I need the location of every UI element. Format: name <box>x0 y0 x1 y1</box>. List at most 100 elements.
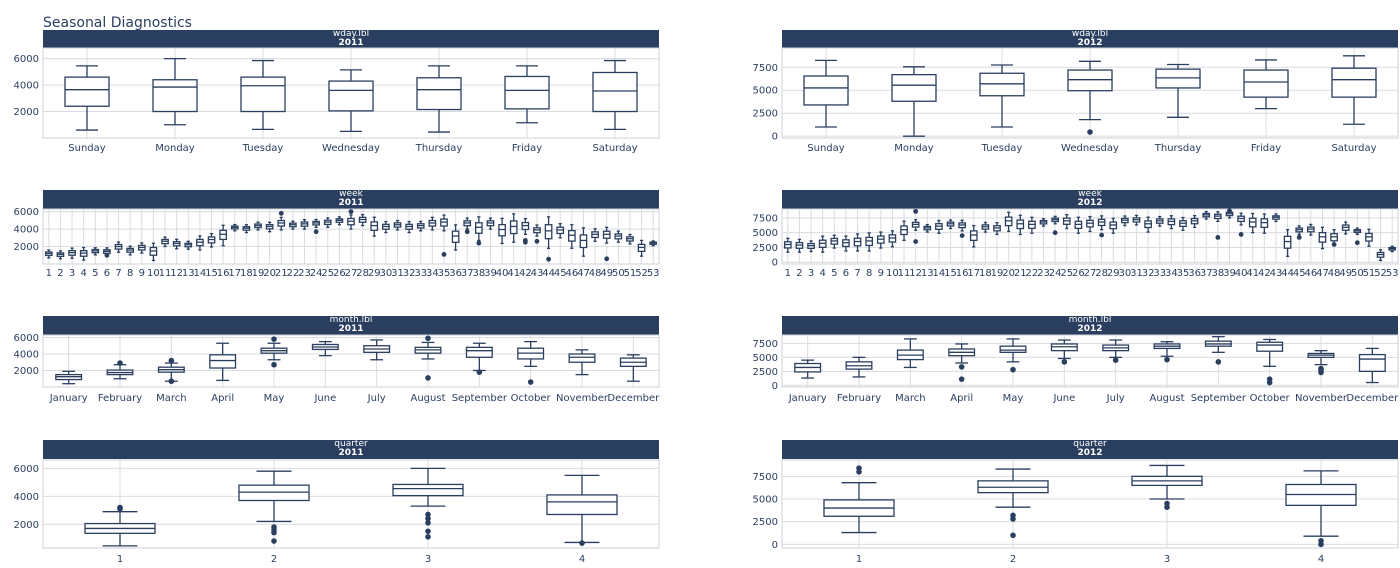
y-tick-label: 2500 <box>753 109 778 120</box>
outlier-point <box>1164 356 1170 363</box>
box-iqr <box>465 346 493 358</box>
box-53 <box>1388 245 1397 253</box>
x-tick-label: Monday <box>894 143 934 154</box>
box-iqr <box>509 220 518 235</box>
box-Saturday <box>1331 55 1377 125</box>
box-February <box>845 356 873 378</box>
x-tick-label: 38 <box>472 268 485 279</box>
x-tick-label: 47 <box>577 268 590 279</box>
box-10 <box>888 230 897 248</box>
x-tick-label: 5 <box>831 268 837 279</box>
x-tick-label: July <box>367 393 386 404</box>
box-October <box>517 340 545 385</box>
y-tick-label: 4000 <box>14 225 39 236</box>
box-July <box>1102 339 1130 363</box>
box-52 <box>1376 249 1385 262</box>
box-iqr <box>64 76 110 107</box>
box-31 <box>393 219 402 231</box>
x-tick-label: 8 <box>866 268 872 279</box>
outlier-point <box>1010 366 1016 373</box>
x-tick-label: January <box>49 393 88 404</box>
x-tick-label: Wednesday <box>322 143 380 154</box>
y-tick-label: 7500 <box>753 339 778 350</box>
box-1 <box>84 504 156 547</box>
box-iqr <box>240 76 286 113</box>
x-tick-label: 22 <box>287 268 300 279</box>
outlier-point <box>1215 359 1222 365</box>
outlier-point <box>168 378 175 385</box>
x-tick-label: 41 <box>1246 268 1259 279</box>
x-tick-label: 43 <box>531 268 544 279</box>
x-tick-label: August <box>411 393 446 404</box>
box-iqr <box>498 223 506 237</box>
y-tick-label: 2000 <box>14 366 39 377</box>
x-tick-label: 49 <box>1339 268 1352 279</box>
box-4 <box>79 246 88 261</box>
x-tick-label: 14 <box>933 268 946 279</box>
outlier-point <box>1296 234 1302 240</box>
y-tick-label: 4000 <box>14 349 39 360</box>
box-19 <box>993 222 1001 236</box>
x-tick-label: 44 <box>1281 268 1294 279</box>
box-18 <box>242 224 251 234</box>
box-35 <box>1179 216 1187 231</box>
box-12 <box>172 238 181 250</box>
y-tick-label: 0 <box>772 540 778 551</box>
x-tick-label: 51 <box>624 268 637 279</box>
box-March <box>157 357 185 385</box>
x-tick-label: November <box>1295 393 1348 404</box>
box-iqr <box>392 483 464 497</box>
outlier-point <box>1354 240 1360 246</box>
box-iqr <box>592 71 638 113</box>
x-tick-label: 21 <box>275 268 288 279</box>
x-tick-label: 40 <box>496 268 509 279</box>
y-tick-label: 7500 <box>753 63 778 74</box>
box-3 <box>807 240 815 253</box>
facet-strip <box>782 440 1398 459</box>
outlier-point <box>476 240 482 246</box>
x-tick-label: 50 <box>612 268 625 279</box>
box-iqr <box>546 494 618 516</box>
x-tick-label: 24 <box>1049 268 1062 279</box>
outlier-point <box>1318 541 1324 548</box>
x-tick-label: 6 <box>843 268 849 279</box>
box-Monday <box>891 66 937 137</box>
box-iqr <box>999 345 1027 353</box>
box-Tuesday <box>979 64 1025 128</box>
box-17 <box>969 224 978 248</box>
box-iqr <box>1331 67 1377 98</box>
x-tick-label: August <box>1150 393 1185 404</box>
outlier-point <box>1099 232 1105 238</box>
box-Friday <box>1243 59 1289 110</box>
box-45 <box>1295 225 1304 240</box>
outlier-point <box>425 528 431 535</box>
x-tick-label: 23 <box>1037 268 1050 279</box>
y-tick-label: 6000 <box>14 464 39 475</box>
box-July <box>363 339 391 361</box>
box-23 <box>1039 218 1048 227</box>
box-June <box>311 340 339 357</box>
box-51 <box>1365 228 1373 247</box>
facet-strip <box>43 30 659 49</box>
box-26 <box>335 216 344 226</box>
outlier-point <box>425 520 431 526</box>
outlier-point <box>913 208 919 214</box>
outlier-point <box>958 364 965 370</box>
x-tick-label: 4 <box>1318 554 1324 565</box>
x-tick-label: Tuesday <box>242 143 284 154</box>
box-Wednesday <box>1067 60 1113 135</box>
x-tick-label: 42 <box>1258 268 1271 279</box>
box-40 <box>498 217 506 245</box>
y-tick-label: 5000 <box>753 353 778 364</box>
x-tick-label: October <box>511 393 552 404</box>
facet-strip-label: 2012 <box>1077 324 1102 334</box>
box-iqr <box>328 80 374 112</box>
x-tick-label: 19 <box>991 268 1004 279</box>
x-tick-label: 14 <box>194 268 207 279</box>
box-51 <box>626 233 634 245</box>
